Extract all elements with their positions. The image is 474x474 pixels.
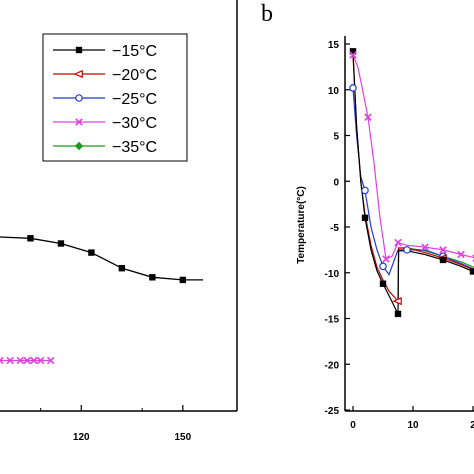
panel-b-point-25c <box>361 186 369 195</box>
panel-a-point-15c <box>27 235 34 242</box>
panel-b-point-20c <box>392 297 402 306</box>
panel-b-point-15c <box>349 48 357 55</box>
panel-a-point-30c <box>16 356 25 365</box>
panel-a-point-15c <box>118 265 126 272</box>
panel-b-point-30c <box>457 250 465 259</box>
panel-b-point-25c <box>379 262 387 271</box>
panel-a-point-30c <box>23 356 31 365</box>
panel-b-y-tick-label: 5 <box>333 132 339 143</box>
legend-label: −25°C <box>112 91 157 108</box>
legend-swatch-marker <box>75 94 83 102</box>
panel-b-point-30c <box>421 243 429 251</box>
panel-b-point-15c <box>469 268 474 275</box>
panel-a-point-15c <box>88 249 95 256</box>
panel-b-point-30c <box>349 51 357 59</box>
panel-b-series <box>349 48 474 318</box>
panel-a-point-30c <box>36 356 45 365</box>
legend-label: −30°C <box>112 115 157 132</box>
panel-a-point-30c <box>6 356 14 365</box>
panel-b-point-15c <box>379 280 387 287</box>
panel-a-legend: −15°C −20°C −25°C −30°C −35°C <box>42 33 188 162</box>
panel-b-y-tick-label: -5 <box>330 223 339 234</box>
panel-b-point-15c <box>394 310 402 318</box>
panel-a-point-30c <box>47 356 55 365</box>
legend-label: −15°C <box>112 43 157 60</box>
panel-b-x-tick-label: 2 <box>470 420 474 431</box>
panel-b-point-30c <box>382 255 390 263</box>
panel-b-plot: Temperature(°C) 15 10 5 0 -5 -10 -15 -20 -25 0 10 2 <box>296 36 474 431</box>
panel-b-point-15c <box>439 256 447 264</box>
panel-b-y-tick-label: 0 <box>333 177 339 188</box>
panel-b-y-tick-label: -25 <box>325 406 340 417</box>
panel-b-point-30c <box>439 246 447 254</box>
panel-b-letter: b <box>261 1 273 27</box>
panel-a-point-30c <box>30 356 38 365</box>
panel-b-point-25c <box>349 84 357 92</box>
panel-a-series-line-15c <box>0 236 204 281</box>
panel-b-y-axis-label: Temperature(°C) <box>296 186 307 264</box>
panel-b-point-30c <box>394 238 402 247</box>
panel-b-y-tick-label: -15 <box>325 315 340 326</box>
panel-b-series-line-15c <box>352 51 474 315</box>
panel-b-y-tick-label: 15 <box>328 40 340 51</box>
legend-swatch-marker <box>74 141 84 151</box>
panel-a-point-15c <box>149 274 156 281</box>
legend-swatch-marker <box>73 69 83 79</box>
panel-a-x-ticks: 120 150 <box>40 405 192 443</box>
panel-b-x-tick-label: 0 <box>350 420 356 431</box>
panel-b-series-line-30c <box>352 54 474 260</box>
panel-a-x-tick-label: 120 <box>73 432 90 443</box>
legend-swatch-marker <box>75 46 83 54</box>
panel-a-x-tick-label: 150 <box>174 432 191 443</box>
panel-b-ticks: 15 10 5 0 -5 -10 -15 -20 -25 0 10 2 <box>325 40 474 431</box>
panel-a-series <box>0 235 204 365</box>
panel-a-point-30c <box>0 356 4 365</box>
panel-a-plot: 120 150 −15°C −20°C −25°C −30°C −35°C <box>0 0 238 443</box>
panel-b-point-25c <box>403 246 411 254</box>
panel-b-y-tick-label: -20 <box>325 360 340 371</box>
legend-swatch-marker <box>75 118 83 126</box>
legend-label: −35°C <box>112 139 157 156</box>
panel-b-point-15c <box>361 214 369 222</box>
panel-a-point-15c <box>57 240 65 247</box>
panel-b-y-tick-label: -10 <box>325 269 340 280</box>
panel-b-point-30c <box>364 113 372 121</box>
panel-a-point-15c <box>179 276 187 284</box>
legend-label: −20°C <box>112 67 157 84</box>
panel-b-y-tick-label: 10 <box>328 86 340 97</box>
panel-b-x-tick-label: 10 <box>407 420 419 431</box>
